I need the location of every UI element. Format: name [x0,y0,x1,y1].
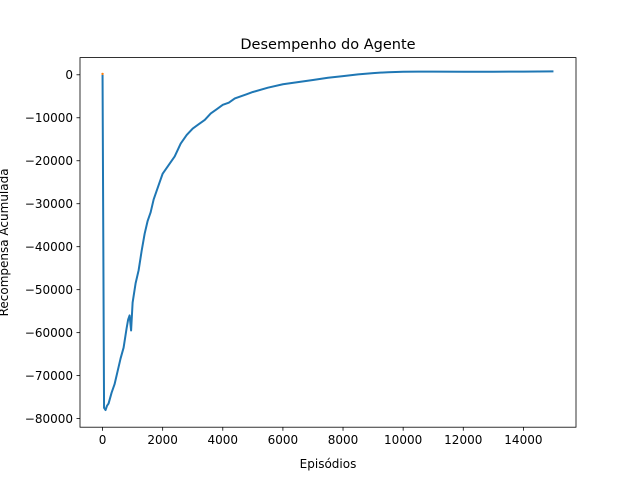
x-axis-title: Episódios [300,457,357,471]
y-tick-label: −30000 [25,197,73,211]
y-tick-label: −20000 [25,154,73,168]
x-axis: 0 2000 4000 6000 8000 10000 12000 14000 [99,427,542,447]
y-tick-label: −50000 [25,283,73,297]
x-tick-label: 6000 [268,433,299,447]
y-tick-label: −40000 [25,240,73,254]
y-tick-label: 0 [65,68,73,82]
x-tick-label: 8000 [328,433,359,447]
x-tick-label: 2000 [147,433,178,447]
x-tick-label: 0 [99,433,107,447]
x-tick-label: 12000 [444,433,482,447]
plot-series [101,70,554,412]
chart-title: Desempenho do Agente [240,37,415,53]
x-tick-label: 14000 [504,433,542,447]
series-line [101,70,554,412]
y-tick-label: −80000 [25,412,73,426]
y-tick-label: −10000 [25,111,73,125]
y-axis-title: Recompensa Acumulada [0,168,11,316]
y-axis: 0 −10000 −20000 −30000 −40000 −50000 −60000 −70… [25,68,80,426]
y-tick-label: −70000 [25,369,73,383]
x-tick-label: 4000 [208,433,239,447]
y-tick-label: −60000 [25,326,73,340]
plot-frame [79,57,577,428]
x-tick-label: 10000 [384,433,422,447]
series-point [101,72,104,76]
